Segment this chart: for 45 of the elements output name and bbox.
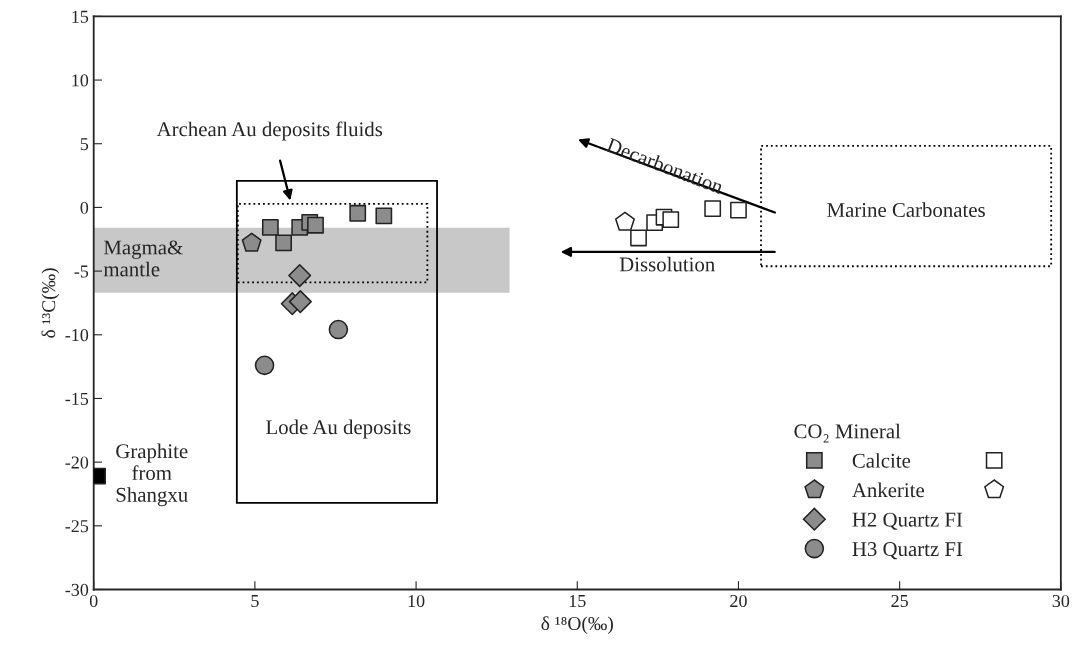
legend-label: Ankerite xyxy=(852,482,925,498)
point xyxy=(288,290,312,314)
annotation: Marine Carbonates xyxy=(827,202,985,218)
annotation: Lode Au deposits xyxy=(266,419,411,439)
y-tick-label: 5 xyxy=(80,138,89,151)
x-tick-label: 15 xyxy=(569,594,586,608)
point xyxy=(307,216,324,234)
point xyxy=(704,200,722,217)
x-tick-label: 10 xyxy=(408,594,425,608)
legend-label: H3 Quartz FI xyxy=(852,542,963,560)
x-tick-label: 25 xyxy=(891,594,908,608)
band-label: Magma& mantle xyxy=(103,240,183,277)
y-tick-label: 0 xyxy=(80,201,89,214)
point xyxy=(328,319,349,340)
point xyxy=(275,234,292,252)
legend-label: Calcite xyxy=(852,453,911,468)
y-tick-label: -15 xyxy=(65,392,89,405)
y-axis-title: δ ¹³C(‰) xyxy=(41,268,60,338)
annotation: Graphite from Shangxu xyxy=(116,443,188,507)
legend-label: H2 Quartz FI xyxy=(852,512,963,530)
point xyxy=(254,355,275,376)
y-tick-label: -20 xyxy=(65,456,89,469)
point xyxy=(662,211,680,229)
y-tick-label: -10 xyxy=(65,329,89,342)
x-tick-label: 30 xyxy=(1052,594,1070,608)
x-tick-label: 0 xyxy=(89,594,98,608)
annotation: Archean Au deposits fluids xyxy=(156,121,383,141)
point xyxy=(614,211,635,231)
point xyxy=(288,263,312,288)
y-tick-label: -30 xyxy=(65,583,89,596)
point xyxy=(630,229,647,247)
x-axis-title: δ ¹⁸O(‰) xyxy=(541,616,613,635)
y-tick-label: 10 xyxy=(72,74,89,87)
y-tick-label: -25 xyxy=(65,520,89,533)
point xyxy=(730,201,747,219)
point xyxy=(241,232,262,252)
legend-title: CO₂ Mineral xyxy=(794,423,901,443)
y-tick-label: 15 xyxy=(72,10,89,23)
annotation: Dissolution xyxy=(619,256,715,272)
y-tick-label: -5 xyxy=(74,265,89,278)
point xyxy=(375,207,393,225)
x-tick-label: 5 xyxy=(251,595,259,608)
point xyxy=(261,218,279,236)
x-tick-label: 20 xyxy=(730,594,747,608)
point xyxy=(349,204,367,222)
